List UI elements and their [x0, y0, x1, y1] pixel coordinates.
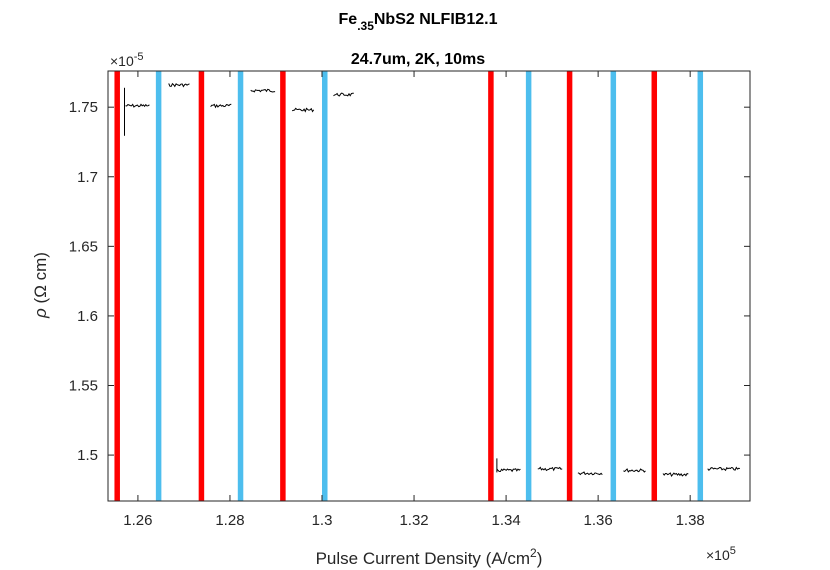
y-axis-multiplier: ×10-5: [110, 51, 144, 69]
resistivity-trace: [250, 88, 276, 93]
resistivity-trace: [125, 103, 150, 108]
y-tick-label: 1.55: [69, 377, 98, 394]
pulse-lines: [114, 71, 704, 501]
chart-title-line2: 24.7um, 2K, 10ms: [351, 51, 485, 68]
x-tick-label: 1.38: [676, 512, 705, 529]
y-axis-label: ρ (Ω cm): [31, 252, 50, 319]
x-tick-label: 1.26: [123, 512, 152, 529]
resistivity-trace: [291, 107, 315, 113]
resistivity-trace: [662, 472, 689, 477]
x-tick-label: 1.28: [215, 512, 244, 529]
x-tick-label: 1.3: [312, 512, 333, 529]
resistivity-trace: [333, 92, 354, 97]
y-tick-label: 1.75: [69, 99, 98, 116]
resistivity-trace: [707, 466, 740, 472]
x-axis-label: Pulse Current Density (A/cm2): [316, 546, 543, 568]
resistivity-trace: [168, 82, 190, 88]
resistivity-trace: [496, 468, 521, 473]
chart-title-line1: Fe.35NbS2 NLFIB12.1: [339, 11, 498, 33]
axis-ticks: 1.26 1.28 1.3 1.32 1.34 1.36 1.38 1.5 1.55 1.6 1.6…: [69, 71, 750, 529]
resistivity-traces: [123, 82, 740, 477]
y-tick-label: 1.5: [77, 447, 98, 464]
y-tick-label: 1.6: [77, 308, 98, 325]
resistivity-trace: [537, 466, 563, 472]
resistivity-trace: [577, 471, 603, 476]
x-tick-label: 1.36: [584, 512, 613, 529]
y-tick-label: 1.65: [69, 238, 98, 255]
resistivity-trace: [210, 103, 232, 109]
y-tick-label: 1.7: [77, 169, 98, 186]
resistivity-trace: [623, 468, 646, 473]
x-axis-multiplier: ×105: [706, 545, 736, 563]
x-tick-label: 1.34: [491, 512, 520, 529]
x-tick-label: 1.32: [399, 512, 428, 529]
plot-area-frame: [107, 70, 751, 502]
